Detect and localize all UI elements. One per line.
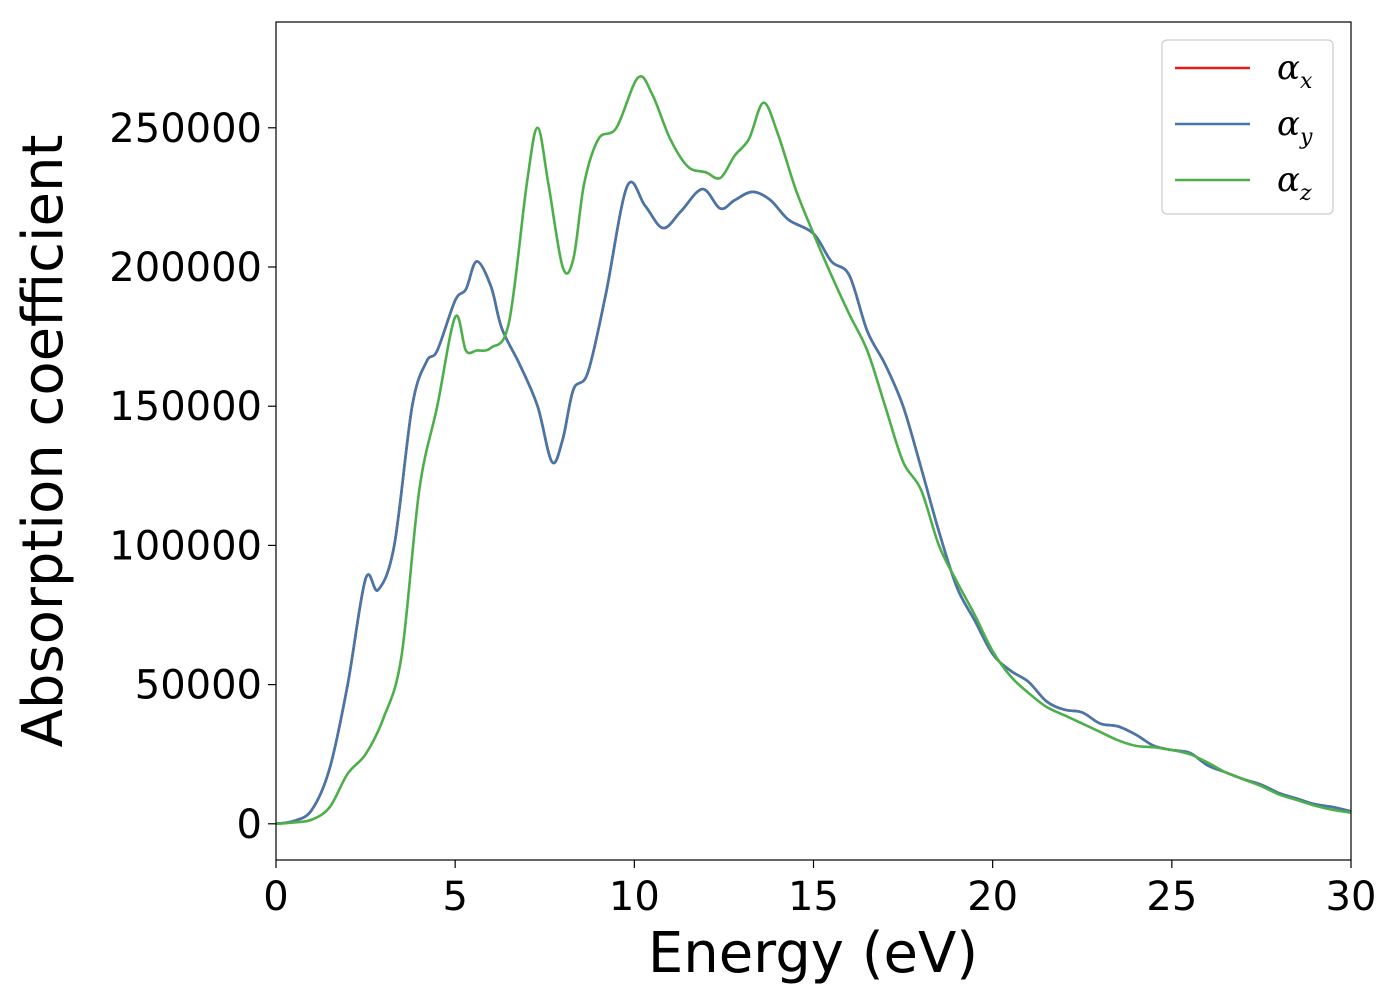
series-line-alpha-x — [276, 180, 1351, 826]
x-axis-title: Energy (eV) — [648, 921, 978, 986]
y-tick-label: 100000 — [109, 523, 262, 569]
x-tick-label: 20 — [967, 874, 1018, 920]
y-tick-label: 50000 — [135, 663, 262, 709]
y-tick-label: 150000 — [109, 384, 262, 430]
y-axis-title: Absorption coefficient — [11, 135, 76, 748]
x-tick-label: 0 — [263, 874, 288, 920]
series-line-alpha-y — [276, 180, 1351, 826]
y-axis: 0 50000 100000 150000 200000 250000 — [109, 106, 276, 848]
y-tick-label: 250000 — [109, 106, 262, 152]
x-axis: 0 5 10 15 20 25 30 — [263, 860, 1376, 920]
y-tick-label: 200000 — [109, 245, 262, 291]
x-tick-label: 30 — [1326, 874, 1377, 920]
series-layer — [276, 75, 1351, 826]
x-tick-label: 25 — [1146, 874, 1197, 920]
series-line-alpha-z — [276, 75, 1351, 826]
legend-box — [1161, 39, 1334, 215]
x-tick-label: 15 — [788, 874, 839, 920]
x-tick-label: 5 — [442, 874, 467, 920]
x-tick-label: 10 — [609, 874, 660, 920]
y-tick-label: 0 — [237, 802, 262, 848]
